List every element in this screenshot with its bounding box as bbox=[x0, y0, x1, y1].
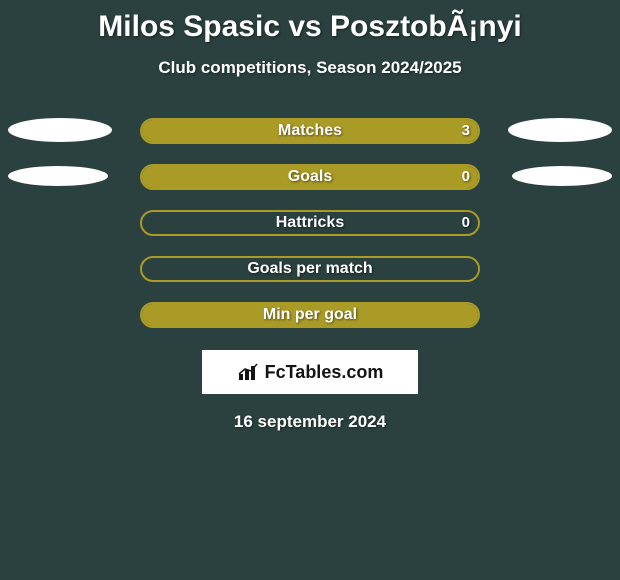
stat-row: Hattricks0 bbox=[0, 210, 620, 236]
chart-icon bbox=[237, 362, 261, 382]
stat-bar-fill bbox=[142, 304, 478, 326]
stat-bar bbox=[140, 256, 480, 282]
stat-row: Matches3 bbox=[0, 118, 620, 144]
stat-row: Goals0 bbox=[0, 164, 620, 190]
stat-bar-fill bbox=[142, 120, 478, 142]
stat-rows: Matches3 Goals0 Hattricks0 Goals per match M… bbox=[0, 118, 620, 328]
stat-row: Goals per match bbox=[0, 256, 620, 282]
logo-text: FcTables.com bbox=[265, 362, 384, 383]
right-ellipse bbox=[512, 166, 612, 186]
left-ellipse bbox=[8, 166, 108, 186]
stat-bar bbox=[140, 118, 480, 144]
stat-bar bbox=[140, 302, 480, 328]
stat-bar-fill bbox=[142, 166, 478, 188]
stat-bar bbox=[140, 210, 480, 236]
stat-bar bbox=[140, 164, 480, 190]
logo-box: FcTables.com bbox=[202, 350, 418, 394]
date-label: 16 september 2024 bbox=[0, 412, 620, 432]
left-ellipse bbox=[8, 118, 112, 142]
page-subtitle: Club competitions, Season 2024/2025 bbox=[0, 58, 620, 78]
right-ellipse bbox=[508, 118, 612, 142]
page-title: Milos Spasic vs PosztobÃ¡nyi bbox=[0, 0, 620, 44]
stat-row: Min per goal bbox=[0, 302, 620, 328]
